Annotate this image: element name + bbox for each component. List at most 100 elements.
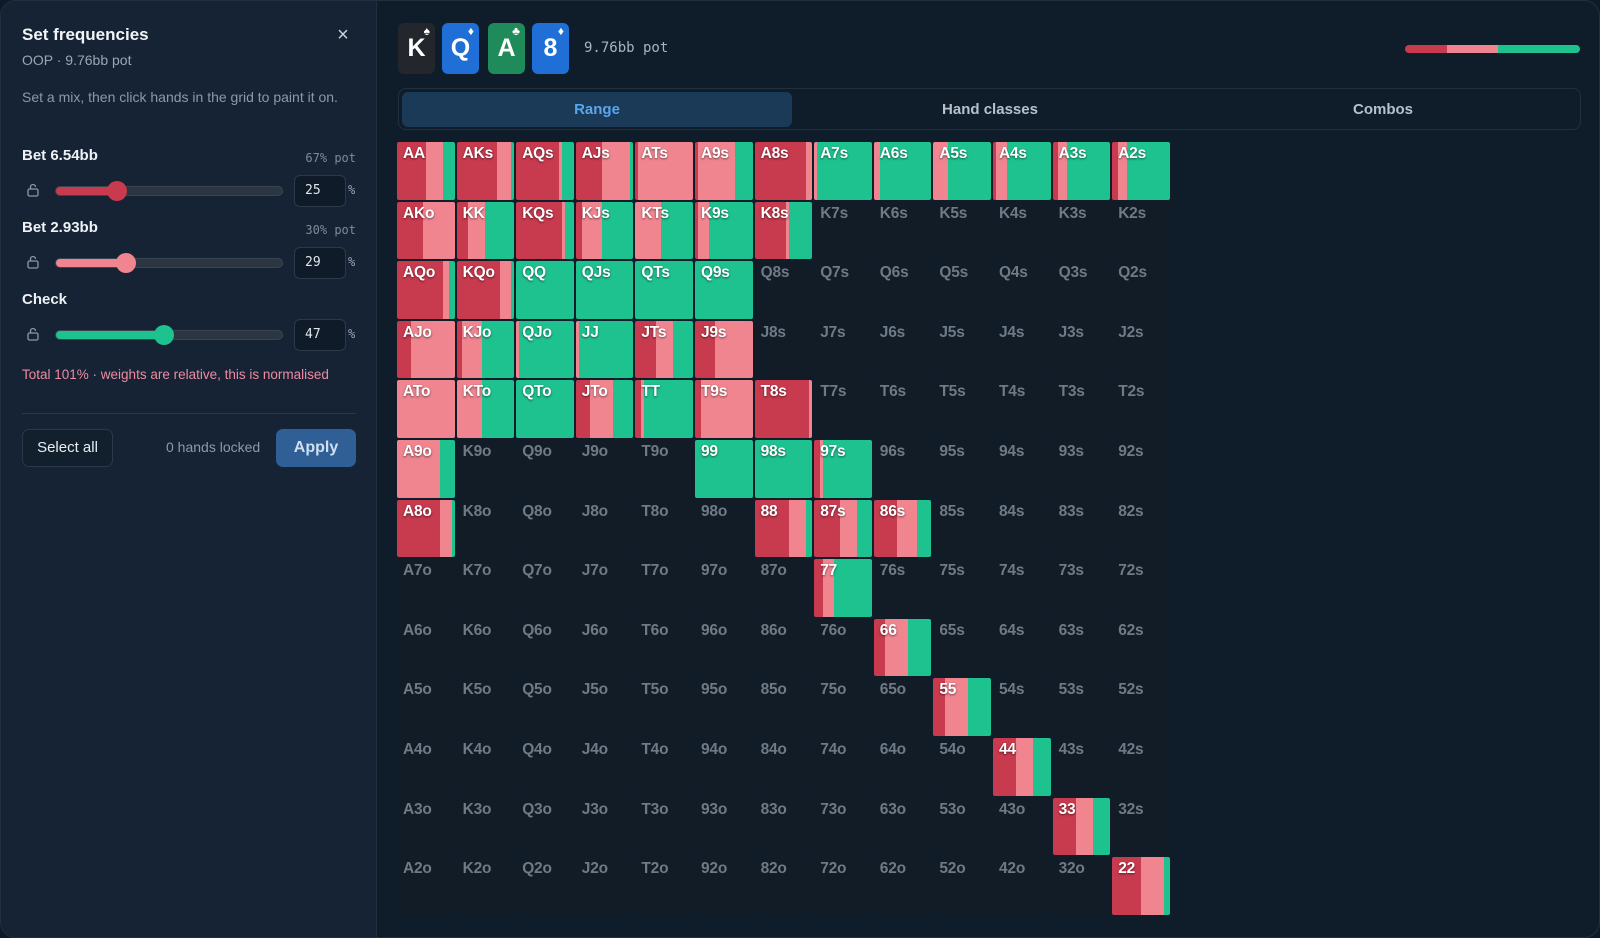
hand-cell-K3s[interactable]: K3s <box>1052 201 1111 260</box>
hand-cell-85s[interactable]: 85s <box>933 499 991 558</box>
hand-cell-73s[interactable]: 73s <box>1052 559 1111 617</box>
hand-cell-74s[interactable]: 74s <box>993 559 1051 617</box>
hand-cell-KJo[interactable]: KJo <box>456 320 515 379</box>
check-input[interactable]: 47 <box>294 319 346 351</box>
apply-button[interactable]: Apply <box>276 429 356 467</box>
hand-cell-Q5s[interactable]: Q5s <box>933 261 991 319</box>
hand-cell-Q3s[interactable]: Q3s <box>1052 261 1111 319</box>
hand-cell-43s[interactable]: 43s <box>1052 738 1111 796</box>
hand-cell-32s[interactable]: 32s <box>1112 797 1170 856</box>
hand-cell-K4o[interactable]: K4o <box>456 738 515 796</box>
hand-cell-92s[interactable]: 92s <box>1112 440 1170 498</box>
hand-cell-86s[interactable]: 86s <box>873 499 932 558</box>
hand-cell-T3o[interactable]: T3o <box>635 797 693 856</box>
hand-cell-Q9s[interactable]: Q9s <box>695 261 753 319</box>
hand-cell-44[interactable]: 44 <box>993 738 1051 796</box>
hand-cell-54s[interactable]: 54s <box>993 678 1051 736</box>
hand-cell-75o[interactable]: 75o <box>814 678 872 736</box>
hand-cell-JJ[interactable]: JJ <box>575 320 634 379</box>
hand-cell-83o[interactable]: 83o <box>754 797 813 856</box>
hand-cell-95o[interactable]: 95o <box>695 678 753 736</box>
hand-cell-87s[interactable]: 87s <box>814 499 872 558</box>
hand-cell-K9o[interactable]: K9o <box>456 440 515 498</box>
hand-cell-76s[interactable]: 76s <box>873 559 932 617</box>
hand-cell-AKo[interactable]: AKo <box>397 201 455 260</box>
hand-cell-K5o[interactable]: K5o <box>456 678 515 736</box>
hand-cell-33[interactable]: 33 <box>1052 797 1111 856</box>
hand-cell-T5s[interactable]: T5s <box>933 380 991 438</box>
hand-cell-ATs[interactable]: ATs <box>635 142 693 200</box>
hand-cell-52o[interactable]: 52o <box>933 857 991 915</box>
hand-cell-A8o[interactable]: A8o <box>397 499 455 558</box>
hand-cell-A4o[interactable]: A4o <box>397 738 455 796</box>
hand-cell-77[interactable]: 77 <box>814 559 872 617</box>
hand-cell-99[interactable]: 99 <box>695 440 753 498</box>
hand-cell-J5o[interactable]: J5o <box>575 678 634 736</box>
hand-cell-88[interactable]: 88 <box>754 499 813 558</box>
hand-cell-T9s[interactable]: T9s <box>695 380 753 438</box>
hand-cell-J7o[interactable]: J7o <box>575 559 634 617</box>
hand-cell-QTo[interactable]: QTo <box>516 380 574 438</box>
hand-cell-J3s[interactable]: J3s <box>1052 320 1111 379</box>
hand-cell-KQo[interactable]: KQo <box>456 261 515 319</box>
hand-cell-ATo[interactable]: ATo <box>397 380 455 438</box>
hand-cell-AQs[interactable]: AQs <box>516 142 574 200</box>
hand-cell-A5s[interactable]: A5s <box>933 142 991 200</box>
hand-cell-AJs[interactable]: AJs <box>575 142 634 200</box>
unlock-icon[interactable] <box>26 327 40 341</box>
hand-cell-32o[interactable]: 32o <box>1052 857 1111 915</box>
hand-cell-J2o[interactable]: J2o <box>575 857 634 915</box>
hand-cell-Q7s[interactable]: Q7s <box>814 261 872 319</box>
hand-cell-72s[interactable]: 72s <box>1112 559 1170 617</box>
hand-cell-97s[interactable]: 97s <box>814 440 872 498</box>
hand-cell-74o[interactable]: 74o <box>814 738 872 796</box>
hand-cell-QQ[interactable]: QQ <box>516 261 574 319</box>
hand-cell-65o[interactable]: 65o <box>873 678 932 736</box>
hand-cell-A3s[interactable]: A3s <box>1052 142 1111 200</box>
hand-cell-A9o[interactable]: A9o <box>397 440 455 498</box>
hand-cell-98o[interactable]: 98o <box>695 499 753 558</box>
hand-cell-65s[interactable]: 65s <box>933 618 991 677</box>
hand-cell-Q6o[interactable]: Q6o <box>516 618 574 677</box>
hand-cell-T9o[interactable]: T9o <box>635 440 693 498</box>
hand-cell-J3o[interactable]: J3o <box>575 797 634 856</box>
hand-cell-92o[interactable]: 92o <box>695 857 753 915</box>
hand-cell-A2s[interactable]: A2s <box>1112 142 1170 200</box>
hand-cell-42s[interactable]: 42s <box>1112 738 1170 796</box>
hand-cell-T8o[interactable]: T8o <box>635 499 693 558</box>
hand-cell-Q6s[interactable]: Q6s <box>873 261 932 319</box>
hand-cell-98s[interactable]: 98s <box>754 440 813 498</box>
hand-cell-A3o[interactable]: A3o <box>397 797 455 856</box>
hand-cell-43o[interactable]: 43o <box>993 797 1051 856</box>
hand-cell-J4s[interactable]: J4s <box>993 320 1051 379</box>
hand-cell-64s[interactable]: 64s <box>993 618 1051 677</box>
hand-cell-AKs[interactable]: AKs <box>456 142 515 200</box>
slider-thumb[interactable] <box>106 181 127 201</box>
hand-cell-TT[interactable]: TT <box>635 380 693 438</box>
hand-cell-KJs[interactable]: KJs <box>575 201 634 260</box>
hand-cell-KQs[interactable]: KQs <box>516 201 574 260</box>
hand-cell-T4o[interactable]: T4o <box>635 738 693 796</box>
bet-small-slider[interactable] <box>55 258 283 268</box>
hand-cell-K2s[interactable]: K2s <box>1112 201 1170 260</box>
hand-cell-84s[interactable]: 84s <box>993 499 1051 558</box>
hand-cell-Q8o[interactable]: Q8o <box>516 499 574 558</box>
hand-cell-K3o[interactable]: K3o <box>456 797 515 856</box>
hand-cell-Q3o[interactable]: Q3o <box>516 797 574 856</box>
hand-cell-55[interactable]: 55 <box>933 678 991 736</box>
hand-cell-J8s[interactable]: J8s <box>754 320 813 379</box>
hand-cell-J4o[interactable]: J4o <box>575 738 634 796</box>
hand-cell-JTo[interactable]: JTo <box>575 380 634 438</box>
tab-range[interactable]: Range <box>402 92 792 127</box>
hand-cell-T3s[interactable]: T3s <box>1052 380 1111 438</box>
tab-hand-classes[interactable]: Hand classes <box>942 101 1038 118</box>
hand-cell-66[interactable]: 66 <box>873 618 932 677</box>
hand-cell-Q8s[interactable]: Q8s <box>754 261 813 319</box>
hand-cell-QJs[interactable]: QJs <box>575 261 634 319</box>
hand-cell-K6s[interactable]: K6s <box>873 201 932 260</box>
hand-cell-QTs[interactable]: QTs <box>635 261 693 319</box>
hand-cell-T6s[interactable]: T6s <box>873 380 932 438</box>
slider-thumb[interactable] <box>115 253 136 273</box>
hand-cell-93s[interactable]: 93s <box>1052 440 1111 498</box>
slider-thumb[interactable] <box>154 325 175 345</box>
